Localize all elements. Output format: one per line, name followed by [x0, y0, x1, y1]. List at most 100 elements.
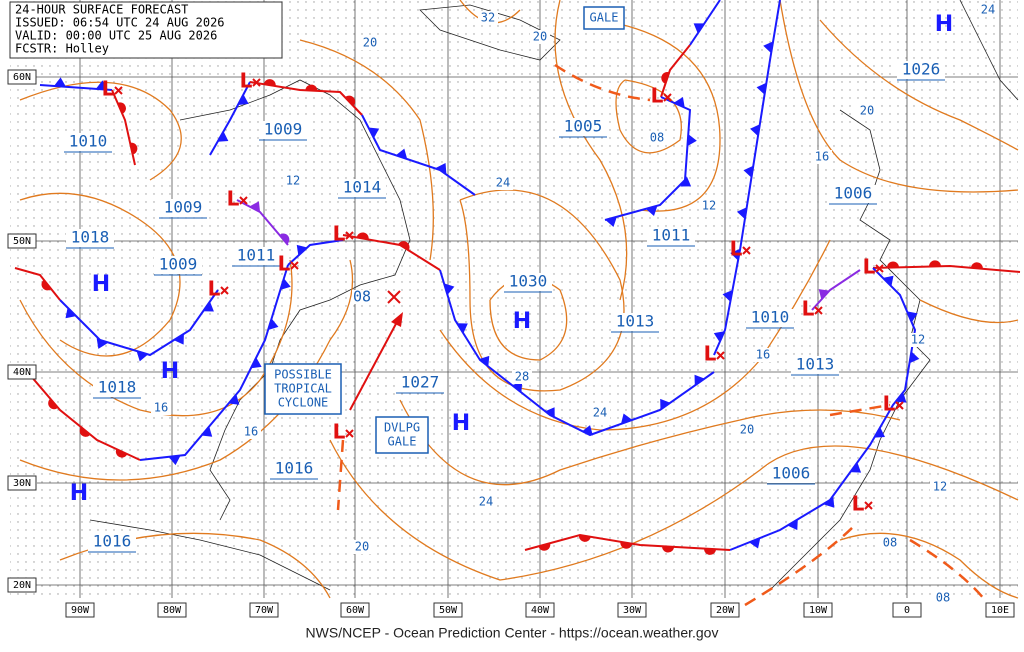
isobar-label-bg [476, 495, 496, 509]
pressure-value: 1010 [69, 132, 108, 151]
longitude-label: 20W [716, 605, 735, 616]
warm-semicircle [704, 548, 717, 555]
lon-label-bg [985, 602, 1015, 618]
header-line: 24-HOUR SURFACE FORECAST [15, 3, 188, 17]
isobar-label: 16 [244, 425, 258, 439]
isobar-label: 32 [481, 11, 495, 25]
pressure-value: 1010 [751, 308, 790, 327]
annotation-box [264, 363, 342, 415]
warm-semicircle [117, 102, 126, 114]
isobar-label: 08 [936, 591, 950, 605]
longitude-label: 90W [71, 605, 90, 616]
low-center: L [852, 492, 865, 516]
isobar-label: 20 [533, 30, 547, 44]
low-center: L [863, 255, 876, 279]
front-symbol [578, 534, 591, 542]
low-center: L [704, 342, 717, 366]
front-symbol [763, 41, 774, 54]
longitude-label: 60W [346, 605, 365, 616]
cold-triangle [743, 165, 754, 178]
isobar-label-bg [478, 11, 498, 25]
pressure-label-bg [66, 229, 114, 247]
front-symbol [874, 427, 886, 438]
isobar-label: 12 [933, 480, 947, 494]
cold-triangle [687, 134, 697, 147]
isobar-label: 28 [515, 370, 529, 384]
pressure-value: 1016 [275, 459, 314, 478]
isobar-label: 12 [702, 199, 716, 213]
warm-semicircle [886, 261, 899, 268]
isobar-label-bg [699, 199, 719, 213]
cold-triangle [907, 311, 918, 323]
front-symbol [268, 318, 279, 331]
low-x [239, 196, 248, 205]
front-symbol [662, 546, 675, 553]
low-center: L [883, 392, 896, 416]
cold-triangle [511, 381, 523, 393]
high-center: H [70, 481, 88, 506]
isobar-label: 16 [815, 150, 829, 164]
front-symbol [250, 357, 262, 369]
front-symbol [660, 398, 671, 410]
front-symbol [65, 307, 77, 319]
front-symbol [605, 216, 617, 228]
low-center: L [333, 420, 346, 444]
isobar-label-bg [493, 176, 513, 190]
pressure-label-bg [88, 533, 136, 551]
isobar-label-bg [812, 150, 832, 164]
cold-triangle [909, 351, 920, 364]
front-symbol [435, 162, 447, 174]
low-center: L [651, 84, 664, 108]
isobar-label-bg [737, 423, 757, 437]
cold-triangle [53, 77, 66, 87]
longitude-label: 0 [904, 605, 910, 616]
longitude-label: 10E [991, 605, 1009, 616]
pressure-label-bg [746, 309, 794, 327]
warm-semicircle [41, 279, 52, 291]
lon-label-bg [892, 602, 922, 618]
warm-semicircle [130, 142, 138, 155]
front-symbol [722, 290, 733, 302]
front-symbol [538, 543, 551, 551]
isobar-label-bg [590, 406, 610, 420]
pressure-label-bg [232, 247, 280, 265]
low-center: L [333, 222, 346, 246]
lon-label-bg [65, 602, 95, 618]
longitude-label: 70W [255, 605, 274, 616]
isobar-label: 16 [154, 401, 168, 415]
front-symbol [53, 77, 66, 87]
front-symbol [886, 261, 899, 268]
warm-semicircle [970, 262, 983, 269]
front-symbol [203, 301, 214, 312]
warm-semicircle [538, 543, 551, 551]
low-center: L [240, 69, 253, 93]
isobar-label-bg [360, 36, 380, 50]
cold-triangle [296, 244, 308, 256]
isobar-label-bg [151, 401, 171, 415]
cold-triangle [818, 289, 830, 300]
low-x [864, 501, 873, 510]
warm-semicircle [356, 232, 369, 240]
front-symbol [907, 311, 918, 323]
cold-triangle [95, 80, 108, 90]
low-x [716, 351, 725, 360]
cold-triangle [168, 455, 181, 466]
isobar-label-bg [512, 370, 532, 384]
cold-triangle [722, 290, 733, 302]
cold-triangle [693, 23, 705, 34]
longitude-label: 30W [623, 605, 642, 616]
front-symbol [693, 23, 705, 34]
cold-triangle [395, 148, 408, 160]
pressure-label-bg [338, 179, 386, 197]
pressure-value: 1011 [237, 246, 276, 265]
warm-semicircle [661, 72, 670, 84]
pressure-label-bg [270, 460, 318, 478]
pressure-value: 1026 [902, 60, 941, 79]
lon-label-bg [433, 602, 463, 618]
annotation-text: GALE [590, 11, 619, 25]
cold-triangle [478, 355, 490, 367]
isobar-label-bg [880, 536, 900, 550]
low-x [345, 429, 354, 438]
header-line: FCSTR: Holley [15, 42, 109, 56]
